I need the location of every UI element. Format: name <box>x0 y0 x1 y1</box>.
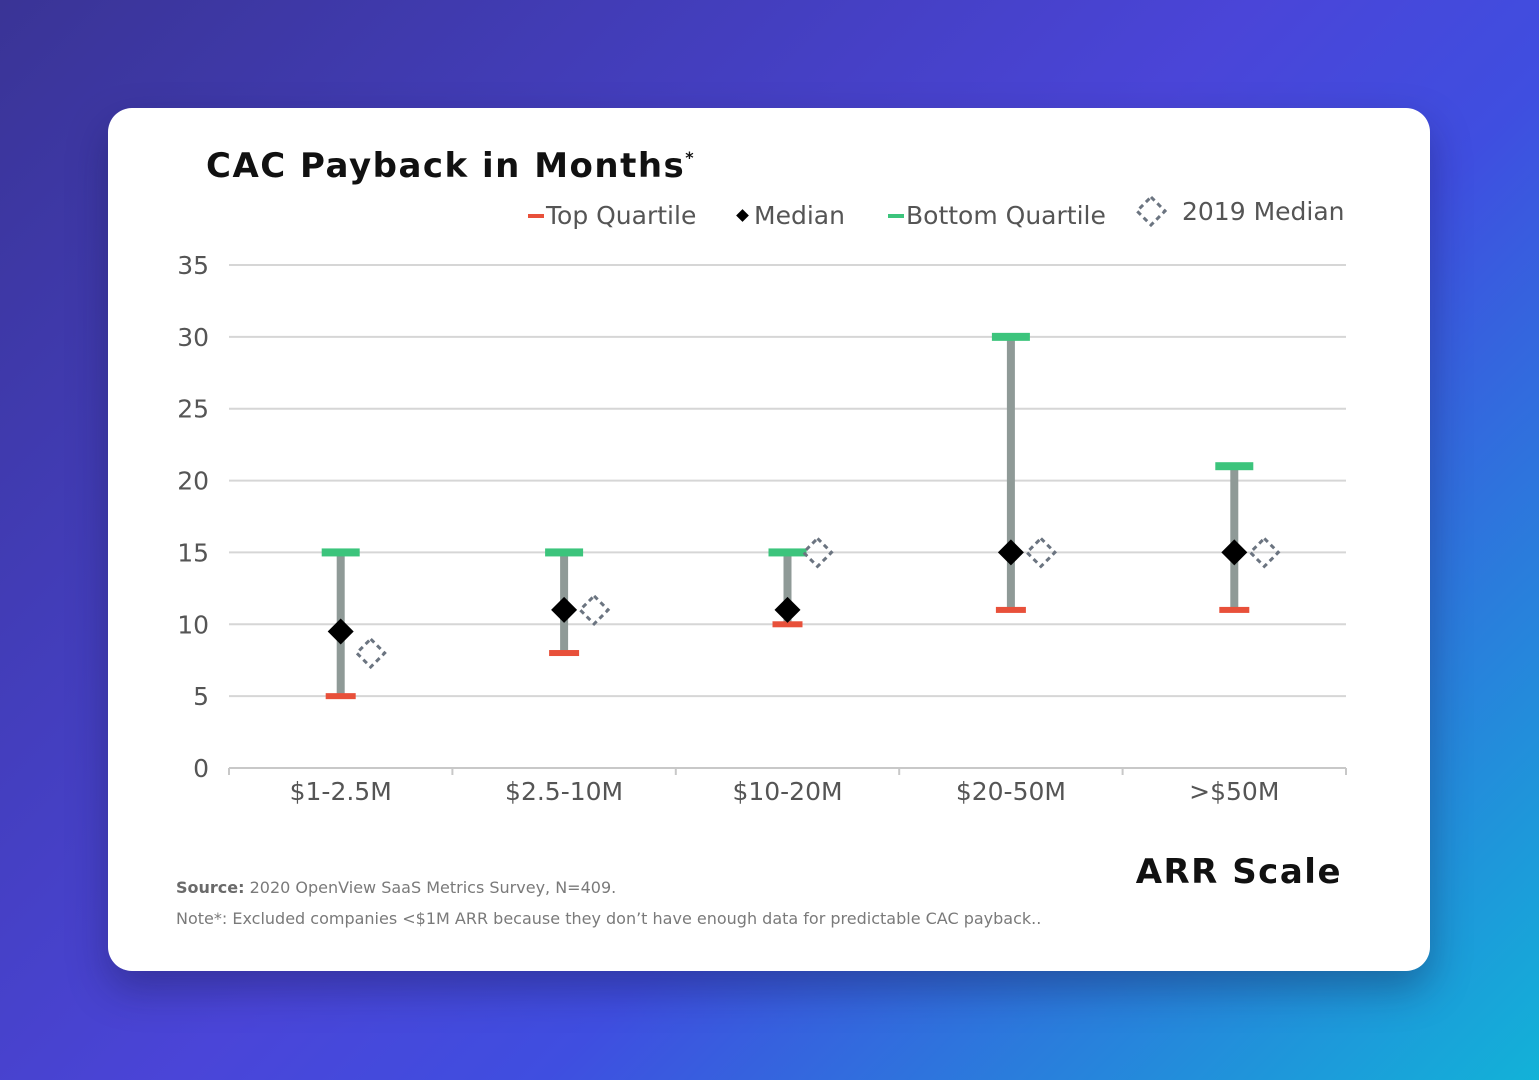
bottom-quartile-mark <box>1215 462 1254 471</box>
y-tick-label: 35 <box>177 251 209 280</box>
top-quartile-mark <box>995 606 1026 613</box>
median-point <box>997 539 1024 566</box>
x-tick-label: $10-20M <box>732 777 842 806</box>
median-point <box>327 618 354 645</box>
y-tick-label: 30 <box>177 323 209 352</box>
legend-bottom-quartile: Bottom Quartile <box>888 201 1106 230</box>
note-line: Note*: Excluded companies <$1M ARR becau… <box>176 909 1042 928</box>
chart-card: CAC Payback in Months* Top Quartile Medi… <box>108 108 1430 971</box>
median-2019-point <box>1248 536 1281 569</box>
legend-label: 2019 Median <box>1182 196 1345 226</box>
median-point <box>774 596 801 623</box>
median-point <box>551 596 578 623</box>
hollow-diamond-icon <box>1134 194 1168 228</box>
legend-label: Bottom Quartile <box>906 201 1106 230</box>
y-tick-label: 5 <box>193 682 209 711</box>
top-quartile-mark <box>549 650 580 657</box>
median-2019-point <box>354 636 387 670</box>
chart-title-footnote-mark: * <box>685 148 696 167</box>
bottom-quartile-mark <box>991 332 1030 341</box>
top-quartile-mark <box>1219 606 1250 613</box>
y-tick-label: 0 <box>193 754 209 783</box>
source-text: 2020 OpenView SaaS Metrics Survey, N=409… <box>244 878 617 897</box>
top-quartile-mark <box>325 693 356 700</box>
x-axis-title: ARR Scale <box>1135 852 1342 892</box>
green-dash-icon <box>888 213 904 218</box>
bottom-quartile-mark <box>768 548 807 557</box>
y-tick-label: 20 <box>177 467 209 496</box>
legend-top-quartile: Top Quartile <box>528 201 696 230</box>
median-point <box>1221 539 1248 566</box>
source-line: Source: 2020 OpenView SaaS Metrics Surve… <box>176 878 616 897</box>
bottom-quartile-mark <box>545 548 584 557</box>
x-tick-label: $2.5-10M <box>505 777 623 806</box>
chart-title: CAC Payback in Months* <box>206 146 695 186</box>
median-2019-point <box>801 536 834 569</box>
y-tick-label: 15 <box>177 538 209 567</box>
red-dash-icon <box>528 213 544 218</box>
top-quartile-mark <box>772 621 803 628</box>
y-tick-label: 25 <box>177 395 209 424</box>
x-tick-label: $20-50M <box>956 777 1066 806</box>
legend-median: Median <box>736 201 845 230</box>
median-2019-point <box>577 593 611 627</box>
chart-plot: 0 5 10 15 20 25 30 35 $1-2.5M $2.5-10M $10-20M $20-… <box>177 251 1347 806</box>
y-tick-label: 10 <box>177 610 209 639</box>
source-label: Source: <box>176 878 245 897</box>
legend-label: Median <box>754 201 845 230</box>
median-2019-point <box>1024 536 1058 569</box>
chart-title-text: CAC Payback in Months <box>206 146 686 186</box>
bottom-quartile-mark <box>321 548 360 557</box>
x-tick-label: $1-2.5M <box>290 777 392 806</box>
x-tick-label: >$50M <box>1189 777 1279 806</box>
legend-2019-median: 2019 Median <box>1134 194 1345 228</box>
legend-label: Top Quartile <box>546 201 697 230</box>
